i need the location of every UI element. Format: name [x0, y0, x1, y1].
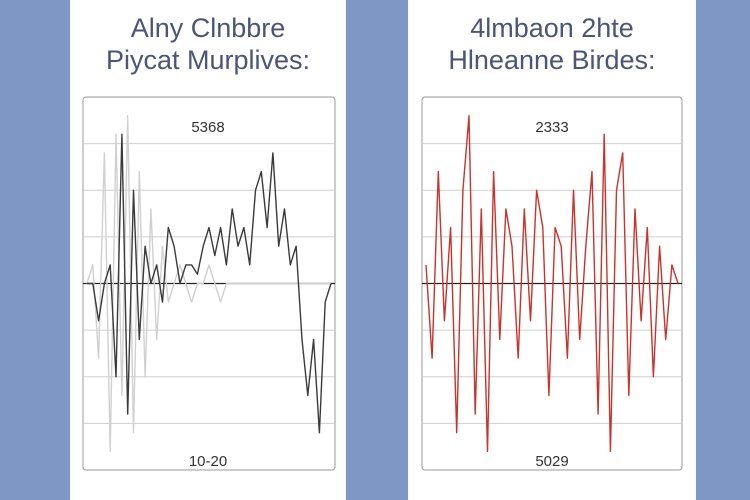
footer-label: 10-20 — [189, 453, 227, 470]
panel — [70, 0, 346, 500]
waveform — [425, 115, 679, 453]
annotation: 2333 — [535, 119, 568, 136]
waveform — [86, 115, 331, 453]
chart-subtitle: Piycat Murplives: — [106, 45, 310, 75]
footer-label: 5029 — [535, 453, 568, 470]
annotation: 5368 — [191, 119, 224, 136]
waveform — [87, 133, 332, 434]
chart-subtitle: Hlneanne Birdes: — [448, 45, 655, 75]
chart-title: Alny Clnbbre — [131, 13, 286, 43]
chart-title: 4lmbaon 2hte — [470, 13, 634, 43]
